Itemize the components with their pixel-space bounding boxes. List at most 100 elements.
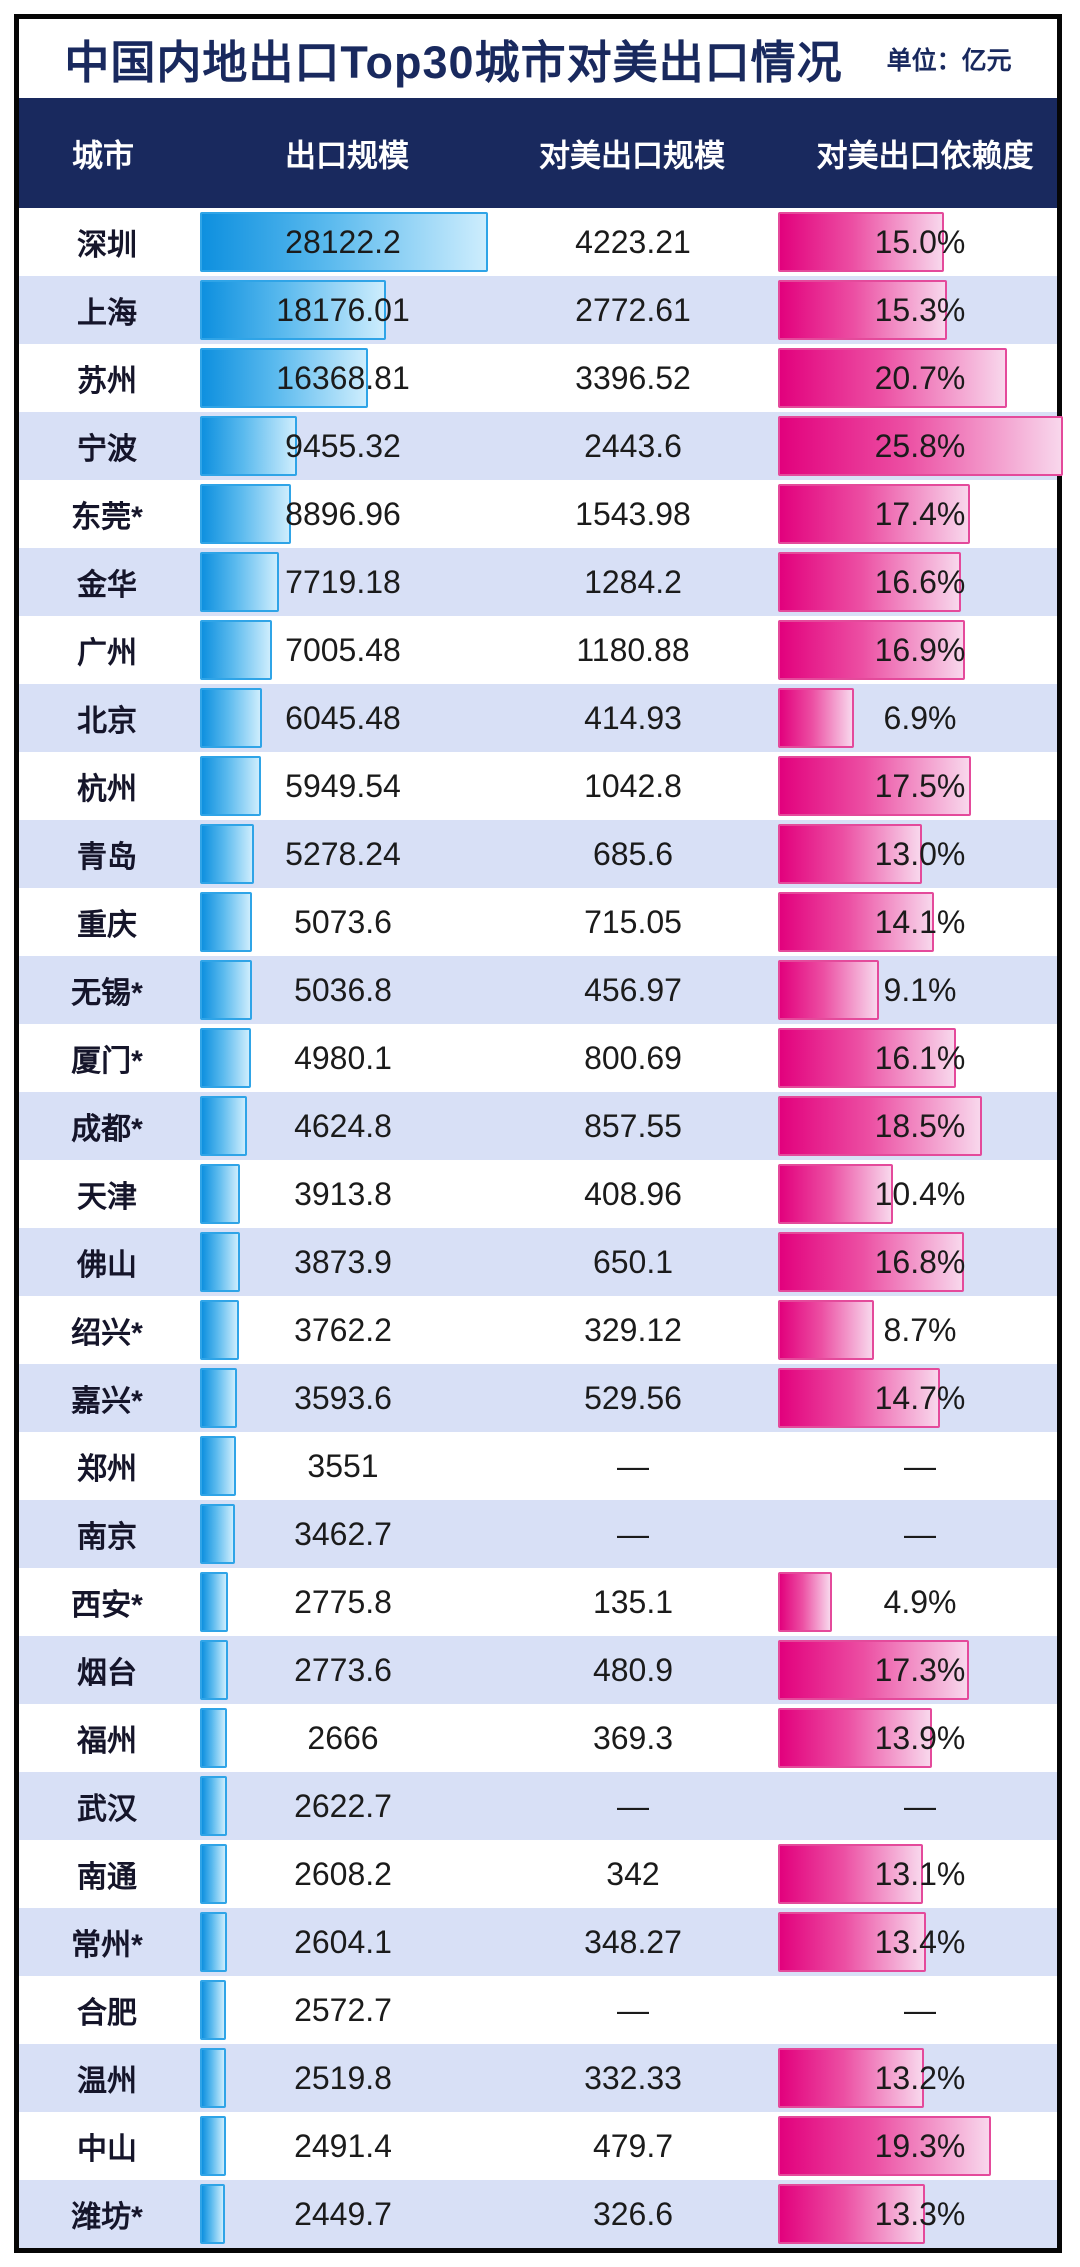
city-label: 西安* xyxy=(71,1589,143,1622)
export-value: 2604.1 xyxy=(294,1923,392,1960)
dependency-value: 14.1% xyxy=(874,903,966,940)
export-bar xyxy=(200,756,261,816)
dependency-value: 4.9% xyxy=(883,1583,957,1620)
table-row: 南通 2608.2 342 13.1% xyxy=(19,1840,1057,1908)
dependency-value: 16.1% xyxy=(874,1039,966,1076)
export-value: 18176.01 xyxy=(276,291,410,328)
city-label: 苏州 xyxy=(77,365,137,398)
us-export-value: 326.6 xyxy=(592,2195,674,2232)
city-label: 天津 xyxy=(77,1181,137,1214)
dependency-bar xyxy=(778,348,1007,408)
table-body: 深圳 28122.2 4223.21 15.0% 上海 18176.01 2772.61 15… xyxy=(19,208,1063,2248)
dependency-value: 25.8% xyxy=(874,427,966,464)
dependency-bar xyxy=(778,1640,969,1700)
dependency-bar xyxy=(778,416,1063,476)
export-bar xyxy=(200,484,291,544)
export-bar xyxy=(200,280,386,340)
table-row: 上海 18176.01 2772.61 15.3% xyxy=(19,276,1057,344)
us-export-value: 3396.52 xyxy=(575,359,691,396)
export-bar xyxy=(200,620,272,680)
export-value: 2775.8 xyxy=(294,1583,392,1620)
us-export-value: 479.7 xyxy=(592,2127,674,2164)
table-row: 金华 7719.18 1284.2 16.6% xyxy=(19,548,1057,616)
export-bar xyxy=(200,2116,226,2176)
export-value: 7719.18 xyxy=(285,563,401,600)
us-export-value: 456.97 xyxy=(584,971,682,1008)
dependency-value: 13.0% xyxy=(874,835,966,872)
export-bar xyxy=(200,1232,240,1292)
export-bar xyxy=(200,416,297,476)
table-row: 东莞* 8896.96 1543.98 17.4% xyxy=(19,480,1057,548)
export-bar xyxy=(200,892,252,952)
city-label: 郑州 xyxy=(77,1453,137,1486)
city-label: 嘉兴* xyxy=(71,1385,143,1418)
export-bar xyxy=(200,1096,247,1156)
us-export-value: 800.69 xyxy=(584,1039,682,1076)
table-row: 合肥 2572.7 — — xyxy=(19,1976,1057,2044)
dependency-value: 13.1% xyxy=(874,1855,966,1892)
city-label: 潍坊* xyxy=(71,2201,143,2234)
export-bar xyxy=(200,1640,228,1700)
us-export-value: — xyxy=(617,1447,649,1484)
table-row: 宁波 9455.32 2443.6 25.8% xyxy=(19,412,1063,480)
table-row: 厦门* 4980.1 800.69 16.1% xyxy=(19,1024,1057,1092)
export-bar xyxy=(200,552,279,612)
us-export-value: 342 xyxy=(606,1855,660,1892)
dependency-bar xyxy=(778,1096,982,1156)
header-city: 城市 xyxy=(72,138,134,174)
dependency-value: 19.3% xyxy=(874,2127,966,2164)
city-label: 金华 xyxy=(77,569,137,602)
table-row: 西安* 2775.8 135.1 4.9% xyxy=(19,1568,1057,1636)
us-export-value: 1543.98 xyxy=(575,495,691,532)
export-value: 4980.1 xyxy=(294,1039,392,1076)
us-export-value: 1284.2 xyxy=(584,563,682,600)
dependency-value: 17.4% xyxy=(874,495,966,532)
export-bar xyxy=(200,960,252,1020)
export-bar xyxy=(200,1164,240,1224)
export-value: 3762.2 xyxy=(294,1311,392,1348)
dependency-bar xyxy=(778,2048,924,2108)
us-export-value: 2443.6 xyxy=(584,427,682,464)
city-label: 南通 xyxy=(77,1861,137,1894)
export-value: 2622.7 xyxy=(294,1787,392,1824)
city-label: 佛山 xyxy=(77,1249,137,1282)
export-bar xyxy=(200,1504,235,1564)
export-value: 3551 xyxy=(307,1447,379,1484)
export-value: 3913.8 xyxy=(294,1175,392,1212)
table-row: 绍兴* 3762.2 329.12 8.7% xyxy=(19,1296,1057,1364)
city-label: 重庆 xyxy=(77,909,137,942)
export-value: 5073.6 xyxy=(294,903,392,940)
us-export-value: 332.33 xyxy=(584,2059,682,2096)
city-label: 北京 xyxy=(77,705,137,738)
us-export-value: — xyxy=(617,1515,649,1552)
us-export-value: 685.6 xyxy=(592,835,674,872)
us-export-value: 715.05 xyxy=(584,903,682,940)
table-row: 杭州 5949.54 1042.8 17.5% xyxy=(19,752,1057,820)
us-export-value: 1042.8 xyxy=(584,767,682,804)
dependency-bar xyxy=(778,2116,991,2176)
table-row: 北京 6045.48 414.93 6.9% xyxy=(19,684,1057,752)
dependency-value: 6.9% xyxy=(883,699,957,736)
us-export-value: 650.1 xyxy=(592,1243,674,1280)
header-us-export: 对美出口规模 xyxy=(539,138,725,174)
dependency-value: 16.6% xyxy=(874,563,966,600)
us-export-value: 369.3 xyxy=(592,1719,674,1756)
dependency-value: 13.9% xyxy=(874,1719,966,1756)
table-row: 无锡* 5036.8 456.97 9.1% xyxy=(19,956,1057,1024)
dependency-value: 16.8% xyxy=(874,1243,966,1280)
city-label: 绍兴* xyxy=(71,1317,143,1350)
export-value: 3462.7 xyxy=(294,1515,392,1552)
table-row: 中山 2491.4 479.7 19.3% xyxy=(19,2112,1057,2180)
table-row: 嘉兴* 3593.6 529.56 14.7% xyxy=(19,1364,1057,1432)
dependency-value: 13.3% xyxy=(874,2195,966,2232)
export-value: 2608.2 xyxy=(294,1855,392,1892)
export-value: 3873.9 xyxy=(294,1243,392,1280)
export-value: 3593.6 xyxy=(294,1379,392,1416)
export-value: 7005.48 xyxy=(285,631,401,668)
city-label: 常州* xyxy=(71,1929,143,1962)
us-export-value: 1180.88 xyxy=(576,631,690,668)
table-row: 重庆 5073.6 715.05 14.1% xyxy=(19,888,1057,956)
table-row: 福州 2666 369.3 13.9% xyxy=(19,1704,1057,1772)
us-export-value: 414.93 xyxy=(584,699,682,736)
dependency-bar xyxy=(778,620,965,680)
